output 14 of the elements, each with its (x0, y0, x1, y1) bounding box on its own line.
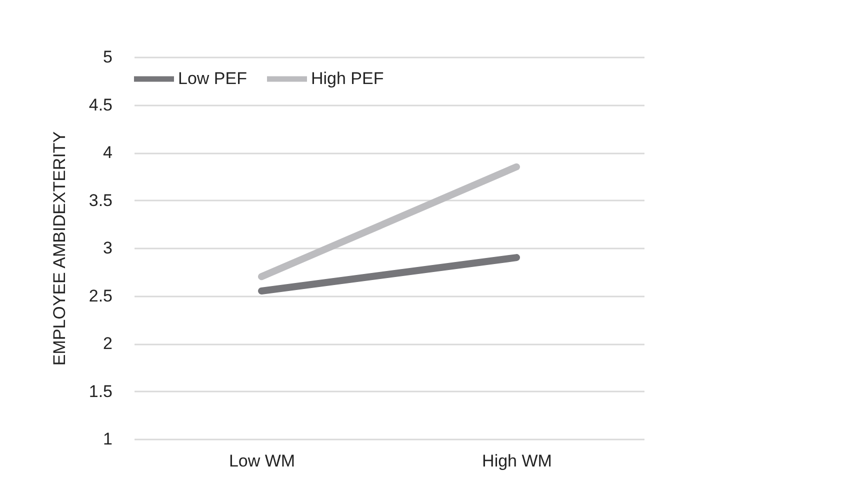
y-axis-title: EMPLOYEE AMBIDEXTERITY (50, 131, 69, 366)
x-tick-label: Low WM (228, 452, 296, 470)
y-tick-label: 2.5 (88, 286, 112, 306)
x-tick-label: High WM (482, 452, 552, 470)
y-tick-label: 1.5 (88, 382, 112, 401)
y-tick-label: 1 (103, 430, 112, 448)
legend-label: High PEF (311, 69, 384, 88)
y-tick-label: 4.5 (88, 95, 112, 114)
y-tick-label: 3.5 (88, 190, 112, 210)
y-tick-label: 5 (103, 48, 112, 66)
y-tick-label: 2 (103, 334, 112, 353)
legend-label: Low PEF (178, 69, 247, 88)
y-tick-label: 4 (103, 143, 112, 162)
y-tick-label: 3 (103, 238, 112, 258)
